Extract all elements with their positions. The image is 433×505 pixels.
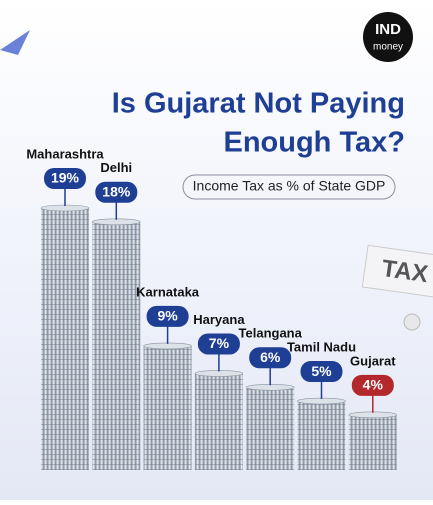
value-label: 19% bbox=[51, 170, 80, 186]
chart-title: Is Gujarat Not Paying bbox=[112, 88, 405, 120]
value-label: 18% bbox=[102, 183, 131, 199]
coin-stack bbox=[41, 208, 89, 470]
value-label: 6% bbox=[260, 349, 281, 365]
value-pill bbox=[300, 361, 343, 383]
chart-title: Enough Tax? bbox=[223, 127, 405, 159]
coin-stack bbox=[246, 387, 295, 470]
category-label: Delhi bbox=[100, 160, 132, 175]
chart-subtitle: Income Tax as % of State GDP bbox=[193, 178, 386, 194]
tax-card-bg bbox=[361, 244, 433, 301]
value-pill bbox=[197, 333, 240, 355]
value-label: 4% bbox=[363, 377, 384, 393]
value-pill bbox=[44, 168, 86, 189]
logo: IND money bbox=[363, 12, 413, 62]
decor bbox=[0, 30, 30, 55]
tax-card-text: TAX bbox=[380, 255, 430, 288]
category-label: Telangana bbox=[239, 326, 303, 341]
value-label: 9% bbox=[157, 308, 178, 324]
coin-stack bbox=[348, 414, 397, 470]
category-label: Tamil Nadu bbox=[287, 339, 356, 354]
category-label: Maharashtra bbox=[26, 146, 104, 161]
coin-stack bbox=[297, 401, 346, 470]
coin-stack bbox=[92, 221, 141, 470]
coin-stack bbox=[143, 345, 192, 470]
value-label: 7% bbox=[209, 335, 230, 351]
value-pill bbox=[95, 181, 138, 203]
coin-decor bbox=[403, 313, 421, 331]
value-pill bbox=[146, 305, 189, 327]
tax-card: TAX bbox=[361, 244, 433, 301]
subtitle-pill bbox=[182, 174, 396, 200]
category-label: Haryana bbox=[193, 312, 245, 327]
category-label: Karnataka bbox=[136, 284, 200, 299]
logo-sub: money bbox=[373, 42, 403, 53]
value-label: 5% bbox=[311, 363, 332, 379]
coin-stack bbox=[194, 373, 243, 470]
value-pill bbox=[351, 374, 394, 396]
value-pill bbox=[249, 347, 292, 369]
category-label: Gujarat bbox=[350, 353, 396, 368]
logo-circle bbox=[363, 12, 413, 62]
logo-name: IND bbox=[375, 21, 401, 38]
